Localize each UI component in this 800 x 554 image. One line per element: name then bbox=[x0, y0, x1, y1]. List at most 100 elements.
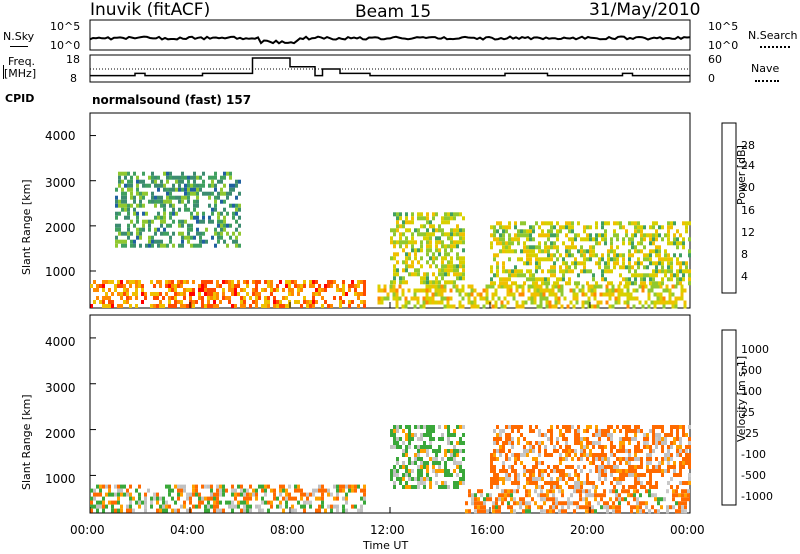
power-cell bbox=[420, 256, 423, 261]
power-cell bbox=[390, 236, 393, 241]
power-cell bbox=[459, 260, 462, 265]
power-cell bbox=[664, 273, 667, 278]
power-cell bbox=[235, 227, 238, 232]
velocity-cell bbox=[532, 477, 535, 481]
power-cell bbox=[521, 284, 525, 289]
velocity-cell bbox=[558, 509, 561, 514]
power-cell bbox=[628, 269, 631, 274]
cpid-label: CPID bbox=[5, 92, 35, 105]
power-cell bbox=[562, 225, 565, 230]
velocity-cell bbox=[453, 429, 456, 433]
power-cell bbox=[449, 288, 453, 293]
velocity-cell bbox=[493, 481, 496, 485]
scan-trace bbox=[89, 35, 691, 45]
velocity-cell bbox=[493, 457, 496, 461]
velocity-cell bbox=[607, 433, 610, 437]
power-cell bbox=[613, 229, 616, 234]
velocity-cell bbox=[559, 469, 562, 473]
power-cell bbox=[506, 284, 510, 289]
power-cell bbox=[130, 203, 133, 208]
power-cell bbox=[662, 296, 666, 301]
velocity-cell bbox=[595, 465, 598, 469]
power-cell bbox=[162, 304, 165, 308]
power-cell bbox=[607, 265, 610, 270]
velocity-cell bbox=[204, 508, 207, 513]
power-cell bbox=[133, 199, 136, 204]
power-cell bbox=[426, 276, 429, 281]
power-cell bbox=[363, 288, 366, 292]
velocity-cell bbox=[279, 504, 282, 509]
velocity-cell bbox=[571, 449, 574, 453]
velocity-cell bbox=[673, 473, 676, 477]
velocity-cell bbox=[646, 465, 649, 469]
power-cell bbox=[462, 260, 465, 265]
power-cell bbox=[656, 284, 660, 289]
power-cell bbox=[599, 300, 603, 305]
velocity-cell bbox=[138, 484, 141, 489]
velocity-cell bbox=[634, 457, 637, 461]
power-cell bbox=[635, 296, 639, 301]
power-cell bbox=[336, 288, 339, 292]
power-cell bbox=[193, 191, 196, 196]
power-cell bbox=[404, 296, 408, 301]
velocity-cell bbox=[655, 425, 658, 429]
power-cell bbox=[228, 296, 231, 300]
velocity-cell bbox=[535, 465, 538, 469]
power-cell bbox=[429, 244, 432, 249]
power-cell bbox=[435, 212, 438, 217]
power-cell bbox=[488, 284, 492, 289]
power-cell bbox=[196, 183, 199, 188]
power-cell bbox=[438, 280, 441, 285]
power-cell bbox=[611, 284, 615, 289]
velocity-cell bbox=[528, 489, 531, 494]
velocity-cell bbox=[252, 488, 255, 493]
power-cell bbox=[190, 223, 193, 228]
power-cell bbox=[405, 216, 408, 221]
power-cell bbox=[294, 284, 297, 288]
power-cell bbox=[676, 245, 679, 250]
power-cell bbox=[453, 272, 456, 277]
velocity-cell bbox=[604, 469, 607, 473]
power-cell bbox=[610, 269, 613, 274]
power-cell bbox=[423, 280, 426, 285]
velocity-cell bbox=[529, 473, 532, 477]
velocity-cell bbox=[577, 425, 580, 429]
velocity-cell bbox=[324, 488, 327, 493]
power-cell bbox=[556, 257, 559, 262]
power-cell bbox=[461, 304, 465, 309]
velocity-cell bbox=[216, 508, 219, 513]
power-cell bbox=[614, 288, 618, 293]
velocity-cell bbox=[417, 425, 420, 429]
velocity-cell bbox=[628, 469, 631, 473]
velocity-cell bbox=[90, 496, 93, 501]
power-cell bbox=[135, 284, 138, 288]
velocity-cell bbox=[670, 441, 673, 445]
power-cell bbox=[574, 281, 577, 286]
power-cell bbox=[608, 304, 612, 309]
power-cell bbox=[643, 281, 646, 286]
cpid-value: normalsound (fast) 157 bbox=[92, 93, 252, 107]
power-cell bbox=[404, 300, 408, 305]
velocity-cell bbox=[393, 469, 396, 473]
velocity-cell bbox=[660, 505, 663, 510]
velocity-cell bbox=[510, 493, 513, 498]
velocity-cell bbox=[553, 485, 556, 489]
velocity-cell bbox=[399, 477, 402, 481]
velocity-cell bbox=[243, 488, 246, 493]
velocity-cell bbox=[528, 505, 531, 510]
velocity-cell bbox=[601, 481, 604, 485]
power-cell bbox=[661, 265, 664, 270]
velocity-cell bbox=[93, 496, 96, 501]
velocity-cell bbox=[555, 501, 558, 506]
velocity-cell bbox=[510, 505, 513, 510]
power-cell bbox=[327, 284, 330, 288]
power-cell bbox=[187, 191, 190, 196]
velocity-cell bbox=[574, 437, 577, 441]
velocity-cell bbox=[603, 489, 606, 494]
power-cell bbox=[213, 300, 216, 304]
power-cell bbox=[416, 300, 420, 305]
velocity-cell bbox=[351, 504, 354, 509]
power-cell bbox=[273, 296, 276, 300]
power-cell bbox=[541, 281, 544, 286]
power-cell bbox=[223, 223, 226, 228]
